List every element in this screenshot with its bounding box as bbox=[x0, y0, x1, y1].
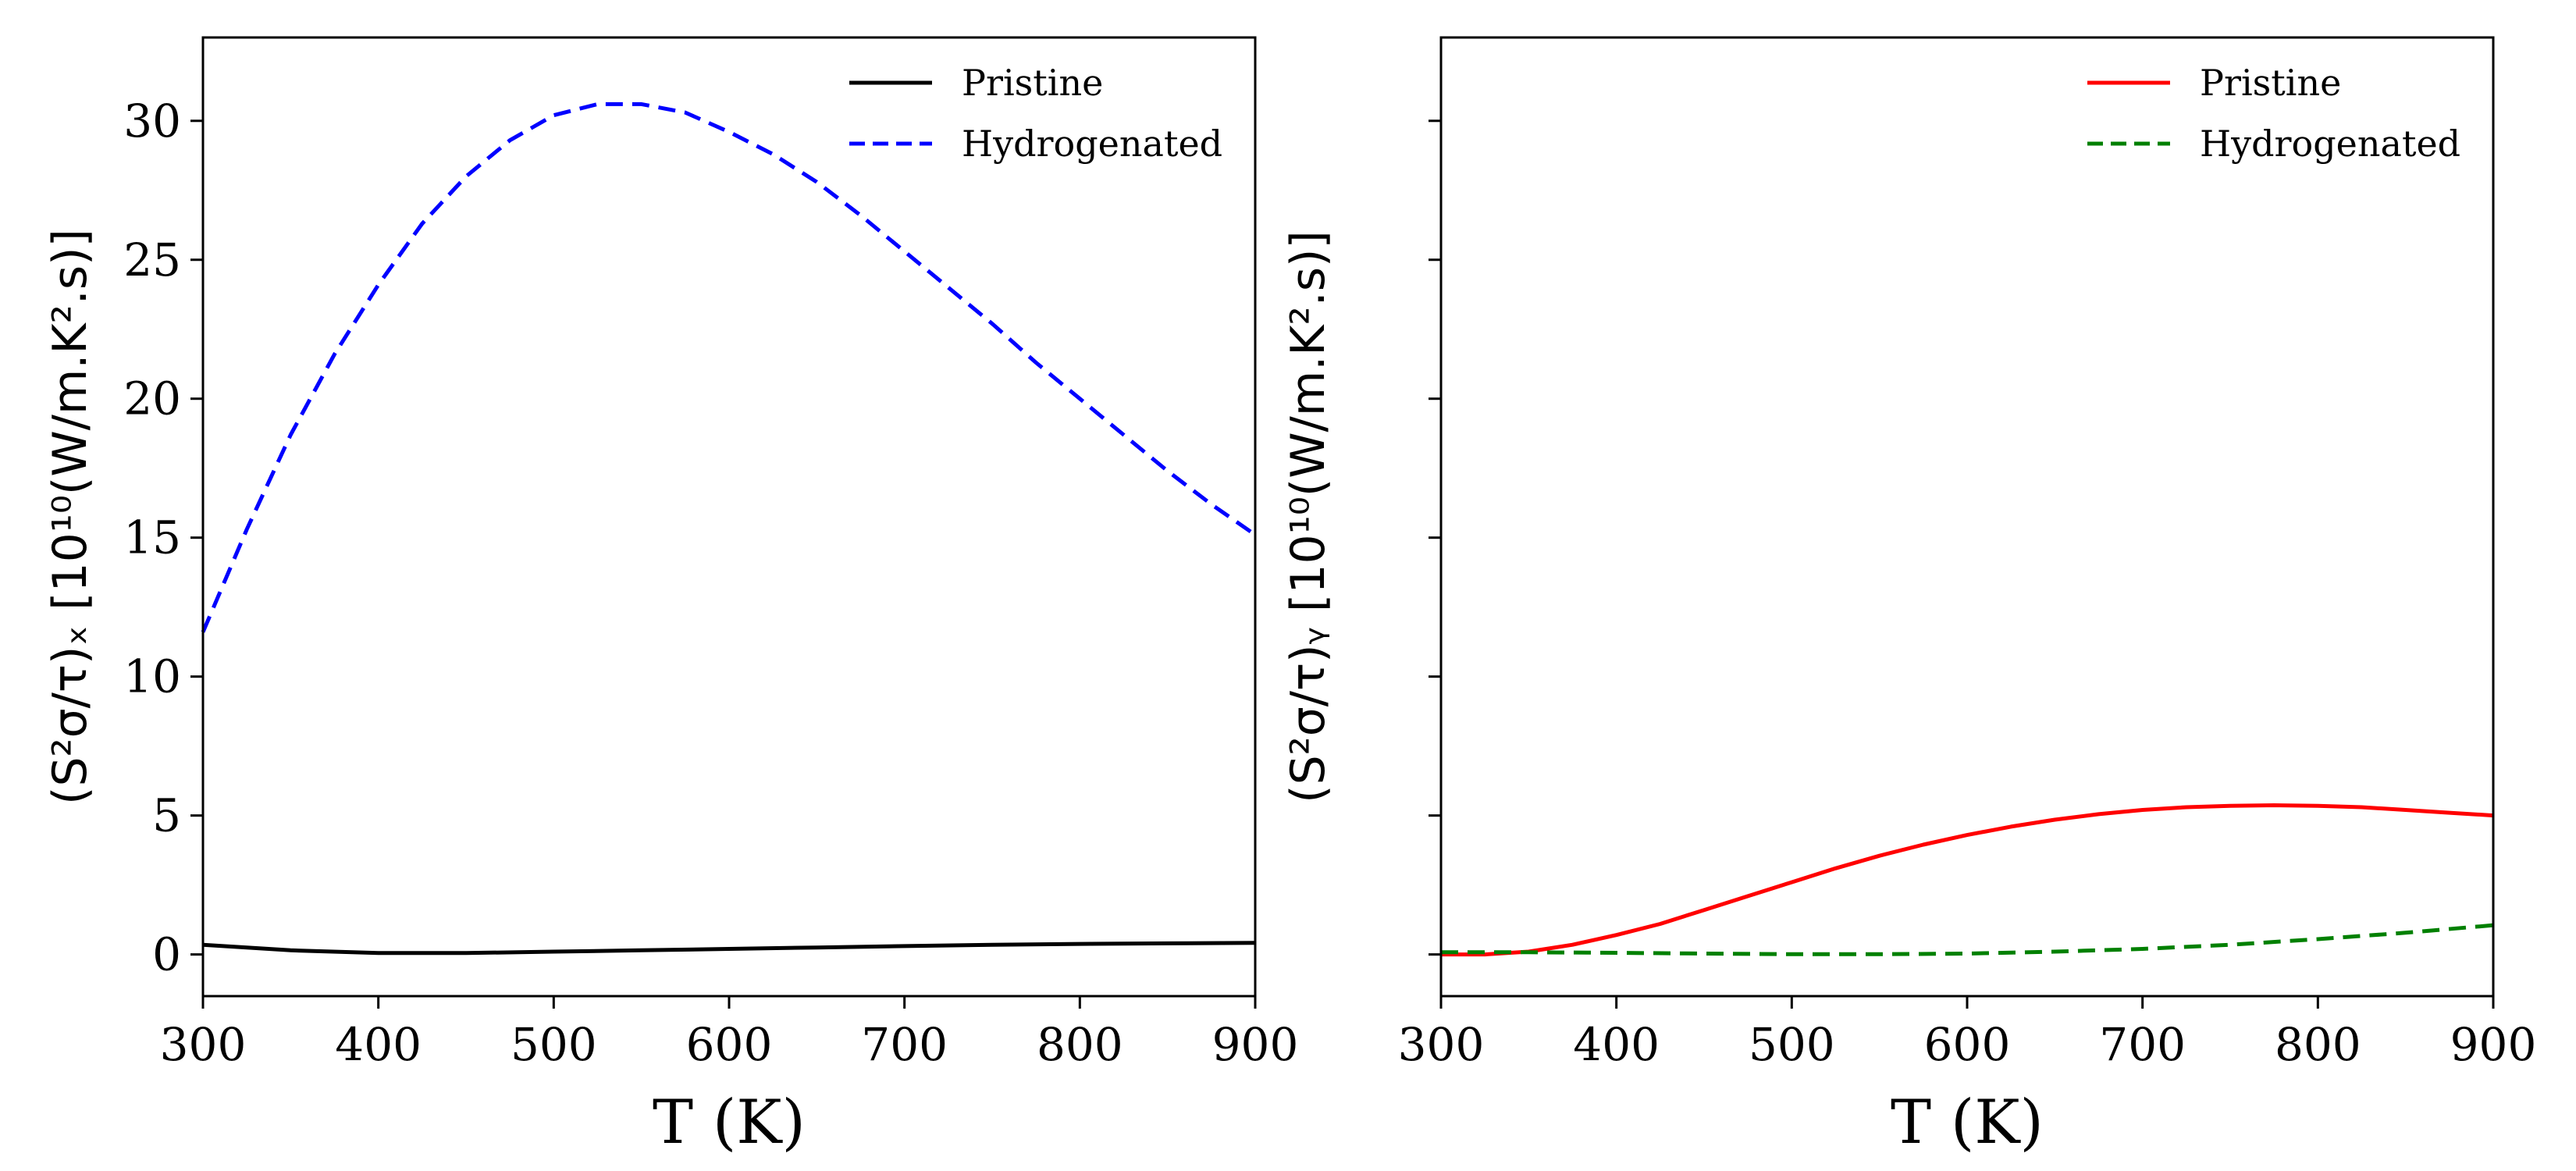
left-x-ticks: 300 400 500 600 700 800 900 bbox=[160, 996, 1299, 1071]
left-x-tick-label: 600 bbox=[686, 1018, 773, 1071]
left-chart-panel: 300 400 500 600 700 800 900 0 5 10 15 20 25 30 T (K)… bbox=[43, 36, 1299, 1158]
left-x-tick-label: 400 bbox=[335, 1018, 422, 1071]
right-x-axis-label: T (K) bbox=[1891, 1087, 2044, 1158]
left-x-axis-label: T (K) bbox=[653, 1087, 806, 1158]
right-x-tick-label: 500 bbox=[1749, 1018, 1835, 1071]
left-series-hydrogenated-line bbox=[201, 101, 1257, 633]
right-x-tick-label: 300 bbox=[1398, 1018, 1485, 1071]
left-x-tick-label: 300 bbox=[160, 1018, 247, 1071]
left-y-tick-label: 15 bbox=[123, 511, 181, 564]
right-x-tick-label: 800 bbox=[2275, 1018, 2361, 1071]
right-legend-pristine-label: Pristine bbox=[2200, 62, 2341, 104]
right-chart-panel: 300 400 500 600 700 800 900 T (K) (S²σ/τ)ᵧ [10… bbox=[1281, 36, 2537, 1158]
left-legend-pristine-label: Pristine bbox=[962, 62, 1103, 104]
left-legend: Pristine Hydrogenated bbox=[849, 62, 1222, 165]
right-series-pristine-line bbox=[1441, 803, 2494, 957]
left-y-tick-label: 20 bbox=[123, 372, 181, 425]
left-x-tick-label: 800 bbox=[1037, 1018, 1123, 1071]
left-y-tick-label: 10 bbox=[123, 650, 181, 703]
left-x-tick-label: 700 bbox=[861, 1018, 948, 1071]
right-x-tick-label: 900 bbox=[2450, 1018, 2537, 1071]
left-y-ticks: 0 5 10 15 20 25 30 bbox=[123, 94, 203, 981]
right-x-tick-label: 600 bbox=[1924, 1018, 2011, 1071]
left-series-layer bbox=[201, 101, 1257, 956]
left-y-tick-label: 30 bbox=[123, 94, 181, 148]
right-legend-hydrogenated-label: Hydrogenated bbox=[2200, 123, 2460, 165]
left-y-axis-label: (S²σ/τ)ₓ [10¹⁰(W/m.K².s)] bbox=[43, 229, 98, 805]
left-series-pristine-line bbox=[202, 941, 1256, 956]
left-legend-hydrogenated-label: Hydrogenated bbox=[962, 123, 1222, 165]
right-series-layer bbox=[1441, 803, 2494, 957]
left-y-tick-label: 0 bbox=[152, 928, 181, 981]
right-legend: Pristine Hydrogenated bbox=[2087, 62, 2460, 165]
right-series-hydrogenated-line bbox=[1441, 923, 2494, 956]
right-y-ticks bbox=[1429, 119, 1441, 956]
right-x-ticks: 300 400 500 600 700 800 900 bbox=[1398, 996, 2537, 1071]
right-x-tick-label: 400 bbox=[1573, 1018, 1660, 1071]
left-y-tick-label: 25 bbox=[123, 233, 181, 287]
left-x-tick-label: 500 bbox=[511, 1018, 597, 1071]
left-x-tick-label: 900 bbox=[1212, 1018, 1299, 1071]
right-x-tick-label: 700 bbox=[2099, 1018, 2186, 1071]
right-y-axis-label: (S²σ/τ)ᵧ [10¹⁰(W/m.K².s)] bbox=[1281, 230, 1336, 803]
left-y-tick-label: 5 bbox=[152, 789, 181, 842]
